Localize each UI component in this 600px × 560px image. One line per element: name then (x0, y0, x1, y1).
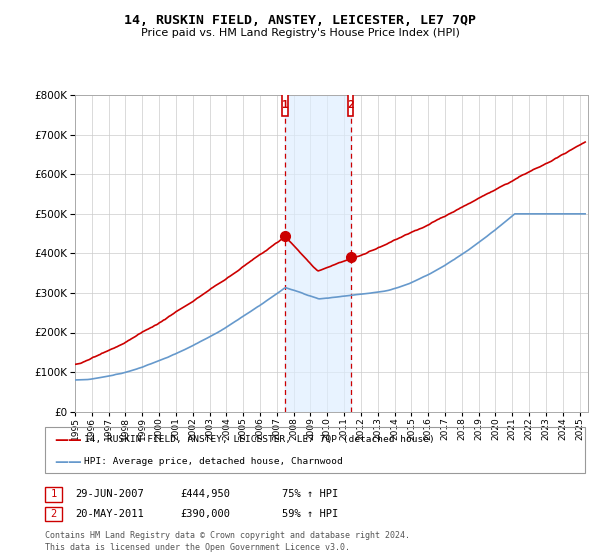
Text: 75% ↑ HPI: 75% ↑ HPI (282, 489, 338, 500)
Text: HPI: Average price, detached house, Charnwood: HPI: Average price, detached house, Char… (84, 457, 343, 466)
Text: ——: —— (54, 455, 82, 469)
Text: 1: 1 (282, 100, 289, 110)
Text: Contains HM Land Registry data © Crown copyright and database right 2024.: Contains HM Land Registry data © Crown c… (45, 531, 410, 540)
Text: 14, RUSKIN FIELD, ANSTEY, LEICESTER, LE7 7QP: 14, RUSKIN FIELD, ANSTEY, LEICESTER, LE7… (124, 14, 476, 27)
Text: £390,000: £390,000 (180, 509, 230, 519)
Text: 1: 1 (50, 489, 56, 500)
FancyBboxPatch shape (283, 94, 288, 116)
FancyBboxPatch shape (347, 94, 353, 116)
Text: 2: 2 (347, 100, 354, 110)
Bar (285, 95, 350, 412)
Text: Price paid vs. HM Land Registry's House Price Index (HPI): Price paid vs. HM Land Registry's House … (140, 28, 460, 38)
Text: 59% ↑ HPI: 59% ↑ HPI (282, 509, 338, 519)
Text: £444,950: £444,950 (180, 489, 230, 500)
Text: 14, RUSKIN FIELD, ANSTEY, LEICESTER, LE7 7QP (detached house): 14, RUSKIN FIELD, ANSTEY, LEICESTER, LE7… (84, 435, 435, 444)
Text: 2: 2 (50, 509, 56, 519)
Text: ——: —— (54, 433, 82, 447)
Text: 20-MAY-2011: 20-MAY-2011 (75, 509, 144, 519)
Text: 29-JUN-2007: 29-JUN-2007 (75, 489, 144, 500)
Text: This data is licensed under the Open Government Licence v3.0.: This data is licensed under the Open Gov… (45, 543, 350, 552)
